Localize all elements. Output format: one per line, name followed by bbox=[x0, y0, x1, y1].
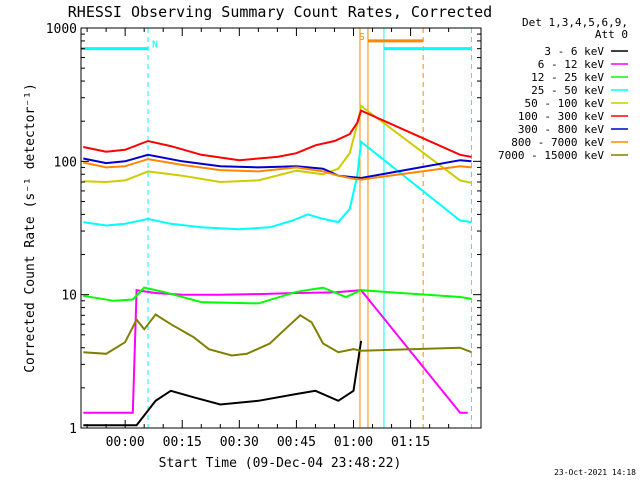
series-line-7 bbox=[83, 158, 472, 181]
series-line-1 bbox=[83, 289, 468, 414]
x-tick-label-3: 00:45 bbox=[277, 435, 316, 450]
render-timestamp: 23-Oct-2021 14:18 bbox=[554, 468, 636, 477]
series-line-3 bbox=[83, 139, 472, 231]
legend-label-3: 25 - 50 keV bbox=[531, 84, 604, 97]
plot-area: N S 1 10 100 1000 00:00 00:15 00:30 00:45 01:00 01:… bbox=[46, 22, 482, 450]
series-line-0 bbox=[83, 340, 363, 427]
x-tick-label-2: 00:30 bbox=[220, 435, 259, 450]
legend-label-5: 100 - 300 keV bbox=[518, 110, 604, 123]
series-line-6 bbox=[83, 153, 472, 180]
y-tick-label-0: 1 bbox=[69, 422, 77, 437]
legend-label-0: 3 - 6 keV bbox=[544, 45, 604, 58]
legend-label-2: 12 - 25 keV bbox=[531, 71, 604, 84]
legend-detectors: Det 1,3,4,5,6,9, bbox=[522, 16, 628, 29]
x-tick-label-5: 01:15 bbox=[391, 435, 430, 450]
flag-label-0: N bbox=[152, 40, 158, 51]
y-tick-label-3: 1000 bbox=[46, 22, 77, 37]
legend-label-7: 800 - 7000 keV bbox=[511, 136, 604, 149]
legend-label-1: 6 - 12 keV bbox=[538, 58, 605, 71]
x-axis-label: Start Time (09-Dec-04 23:48:22) bbox=[159, 456, 402, 471]
y-axis-label: Corrected Count Rate (s⁻¹ detector⁻¹) bbox=[23, 83, 38, 373]
flag-label-1: S bbox=[359, 32, 365, 43]
x-tick-label-4: 01:00 bbox=[334, 435, 373, 450]
legend-label-6: 300 - 800 keV bbox=[518, 123, 604, 136]
legend-label-4: 50 - 100 keV bbox=[525, 97, 605, 110]
chart-title: RHESSI Observing Summary Count Rates, Co… bbox=[68, 3, 492, 21]
series-line-2 bbox=[83, 286, 472, 305]
legend-attenuator: Att 0 bbox=[595, 28, 628, 41]
y-tick-label-1: 10 bbox=[61, 289, 77, 304]
series-line-8 bbox=[83, 313, 472, 357]
legend-label-8: 7000 - 15000 keV bbox=[498, 149, 604, 162]
y-tick-label-2: 100 bbox=[54, 155, 77, 170]
plot-frame bbox=[80, 27, 482, 429]
series-line-5 bbox=[83, 109, 472, 162]
x-tick-label-1: 00:15 bbox=[163, 435, 202, 450]
x-tick-label-0: 00:00 bbox=[106, 435, 145, 450]
